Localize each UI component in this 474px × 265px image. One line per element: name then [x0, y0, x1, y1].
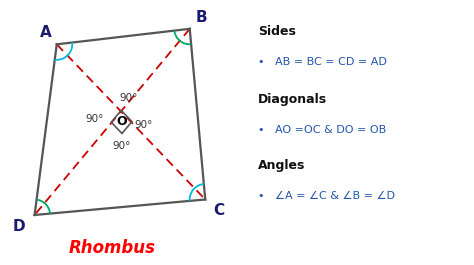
Text: 90°: 90°	[112, 141, 131, 151]
Text: C: C	[213, 203, 224, 218]
Text: A: A	[40, 25, 52, 40]
Text: D: D	[13, 219, 26, 233]
Text: 90°: 90°	[119, 92, 137, 103]
Text: 90°: 90°	[86, 114, 104, 123]
Text: B: B	[196, 10, 208, 25]
Text: •   AO =OC & DO = OB: • AO =OC & DO = OB	[258, 125, 386, 135]
Text: Rhombus: Rhombus	[69, 239, 155, 257]
Text: Sides: Sides	[258, 25, 296, 38]
Text: Angles: Angles	[258, 159, 305, 172]
Text: •   ∠A = ∠C & ∠B = ∠D: • ∠A = ∠C & ∠B = ∠D	[258, 191, 395, 201]
Text: Diagonals: Diagonals	[258, 93, 327, 106]
Text: 90°: 90°	[135, 120, 153, 130]
Text: O: O	[116, 115, 127, 129]
Text: •   AB = BC = CD = AD: • AB = BC = CD = AD	[258, 57, 387, 67]
